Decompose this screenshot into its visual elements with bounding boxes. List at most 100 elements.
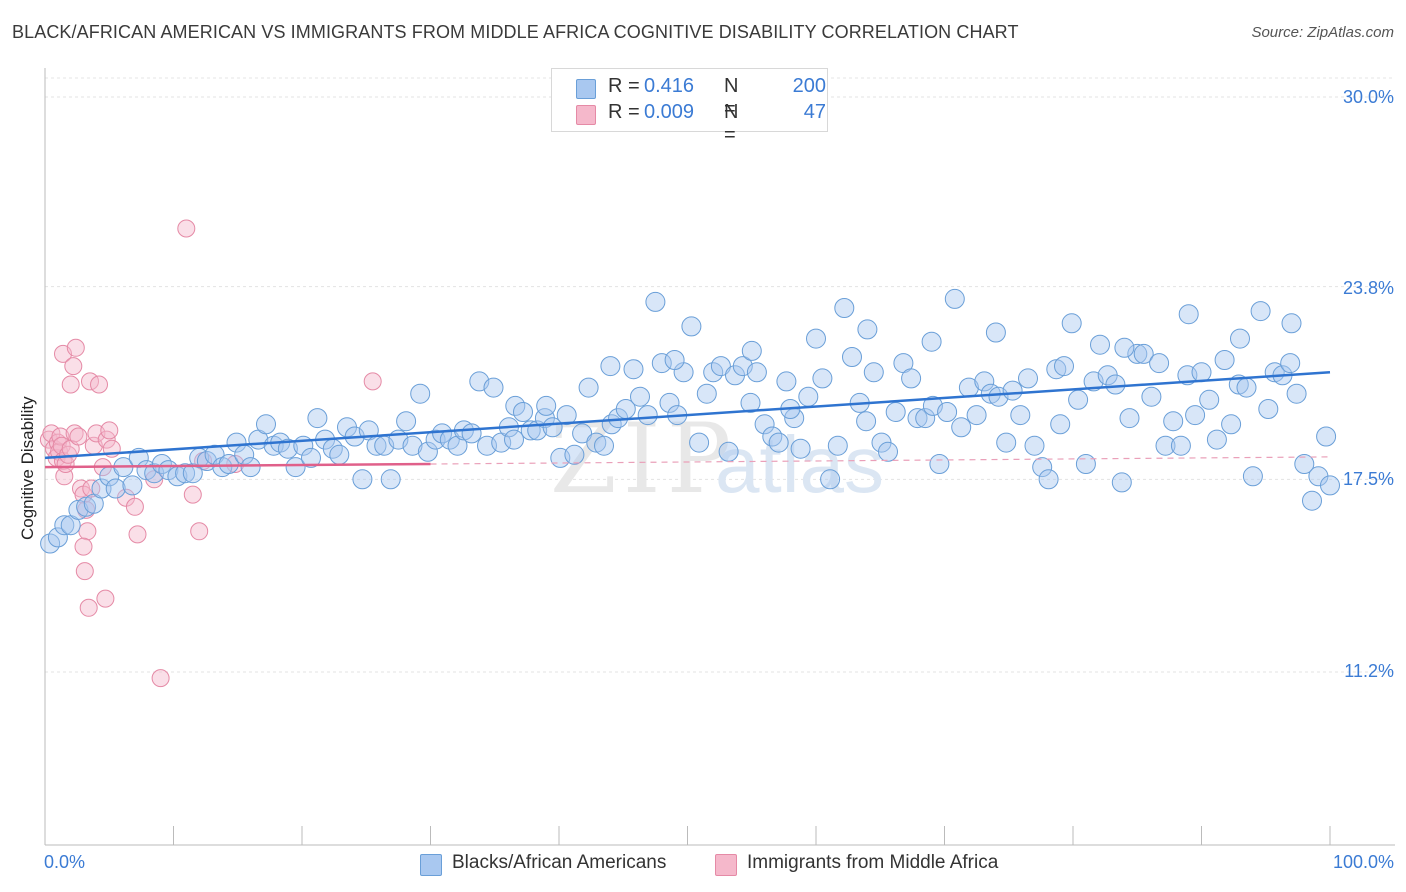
- point-blacks: [1127, 343, 1148, 364]
- point-blacks: [54, 515, 75, 536]
- point-blacks: [578, 377, 599, 398]
- point-blacks: [1075, 454, 1096, 474]
- point-blacks: [966, 405, 987, 426]
- trend-line-immigrants-extension: [430, 456, 1331, 465]
- point-blacks: [929, 454, 950, 474]
- point-blacks: [556, 405, 577, 426]
- point-blacks: [307, 408, 328, 429]
- point-blacks: [1163, 411, 1184, 432]
- point-blacks: [1316, 426, 1337, 447]
- point-blacks: [996, 432, 1017, 453]
- point-immigrants: [66, 338, 85, 357]
- point-blacks: [447, 435, 468, 456]
- point-blacks: [513, 402, 533, 422]
- point-blacks: [901, 368, 922, 389]
- point-blacks: [218, 454, 239, 474]
- point-blacks: [1258, 399, 1279, 419]
- point-immigrants: [82, 479, 101, 498]
- point-blacks: [410, 383, 431, 404]
- point-blacks: [1230, 328, 1250, 349]
- point-blacks: [572, 423, 593, 444]
- trend-lines: [44, 371, 1331, 469]
- point-blacks: [564, 444, 585, 465]
- point-immigrants: [69, 427, 88, 446]
- series-immigrants-points: [39, 219, 382, 688]
- point-blacks: [175, 463, 196, 484]
- point-blacks: [122, 475, 143, 496]
- point-immigrants: [100, 421, 119, 440]
- point-blacks: [1050, 414, 1071, 435]
- point-blacks: [1002, 380, 1023, 401]
- point-blacks: [741, 340, 762, 361]
- point-blacks: [689, 432, 710, 453]
- point-blacks: [857, 319, 878, 340]
- point-blacks: [1281, 313, 1302, 334]
- point-blacks: [1105, 374, 1126, 395]
- point-blacks: [885, 402, 906, 422]
- point-blacks: [536, 395, 557, 416]
- legend-label-blacks: Blacks/African Americans: [452, 852, 667, 873]
- point-blacks: [76, 496, 97, 517]
- point-blacks: [806, 328, 826, 349]
- point-blacks: [1061, 313, 1082, 334]
- point-blacks: [105, 478, 126, 499]
- point-blacks: [1046, 359, 1067, 380]
- point-blacks: [1199, 389, 1220, 410]
- point-blacks: [878, 441, 898, 462]
- point-blacks: [659, 392, 680, 413]
- legend-r-label: R =: [608, 101, 640, 123]
- axes: [44, 68, 1395, 846]
- point-blacks: [863, 362, 884, 383]
- point-blacks: [1068, 389, 1089, 410]
- stats-legend: R = 0.416 N = 200 R = 0.009 N = 47: [551, 68, 828, 146]
- point-blacks: [710, 356, 731, 377]
- point-blacks: [1038, 469, 1059, 490]
- point-blacks: [762, 426, 783, 447]
- point-blacks: [820, 469, 841, 490]
- chart-title: BLACK/AFRICAN AMERICAN VS IMMIGRANTS FRO…: [12, 22, 1019, 42]
- point-blacks: [151, 454, 172, 474]
- point-blacks: [790, 438, 811, 459]
- point-immigrants: [75, 562, 94, 581]
- point-blacks: [1236, 377, 1257, 398]
- point-blacks: [1214, 350, 1235, 370]
- point-blacks: [204, 444, 225, 465]
- point-blacks: [746, 362, 767, 383]
- legend-n-label: N =: [724, 75, 739, 120]
- point-blacks: [352, 469, 373, 490]
- y-tick-label: 17.5%: [1342, 469, 1394, 489]
- point-blacks: [47, 527, 68, 548]
- point-blacks: [1320, 475, 1340, 496]
- point-immigrants: [79, 598, 98, 617]
- legend-label-immigrants: Immigrants from Middle Africa: [747, 852, 999, 873]
- point-blacks: [856, 411, 877, 432]
- point-blacks: [226, 432, 247, 453]
- x-tick-label-min: 0.0%: [44, 852, 86, 872]
- point-blacks: [827, 435, 848, 456]
- point-blacks: [417, 441, 438, 462]
- point-blacks: [1206, 429, 1227, 450]
- point-immigrants: [90, 375, 108, 394]
- point-blacks: [1054, 356, 1074, 377]
- legend-swatch-immigrants: [576, 105, 596, 125]
- point-blacks: [718, 441, 739, 462]
- point-immigrants: [190, 522, 209, 541]
- point-blacks: [483, 377, 504, 398]
- point-blacks: [915, 408, 936, 429]
- point-blacks: [1024, 435, 1045, 456]
- trend-line-blacks: [44, 371, 1331, 460]
- y-tick-label: 23.8%: [1342, 278, 1394, 298]
- point-blacks: [812, 368, 833, 389]
- point-blacks: [256, 414, 276, 435]
- legend-r-value-blacks: 0.416: [644, 75, 695, 97]
- point-blacks: [1286, 383, 1307, 404]
- point-blacks: [1133, 343, 1154, 364]
- point-blacks: [1185, 405, 1206, 426]
- legend-swatch-blacks: [420, 854, 442, 876]
- point-blacks: [380, 469, 401, 490]
- point-immigrants: [64, 357, 83, 376]
- legend-swatch-blacks: [576, 79, 596, 99]
- point-blacks: [834, 298, 855, 318]
- point-blacks: [240, 457, 261, 478]
- series-blacks-points: [40, 288, 1340, 554]
